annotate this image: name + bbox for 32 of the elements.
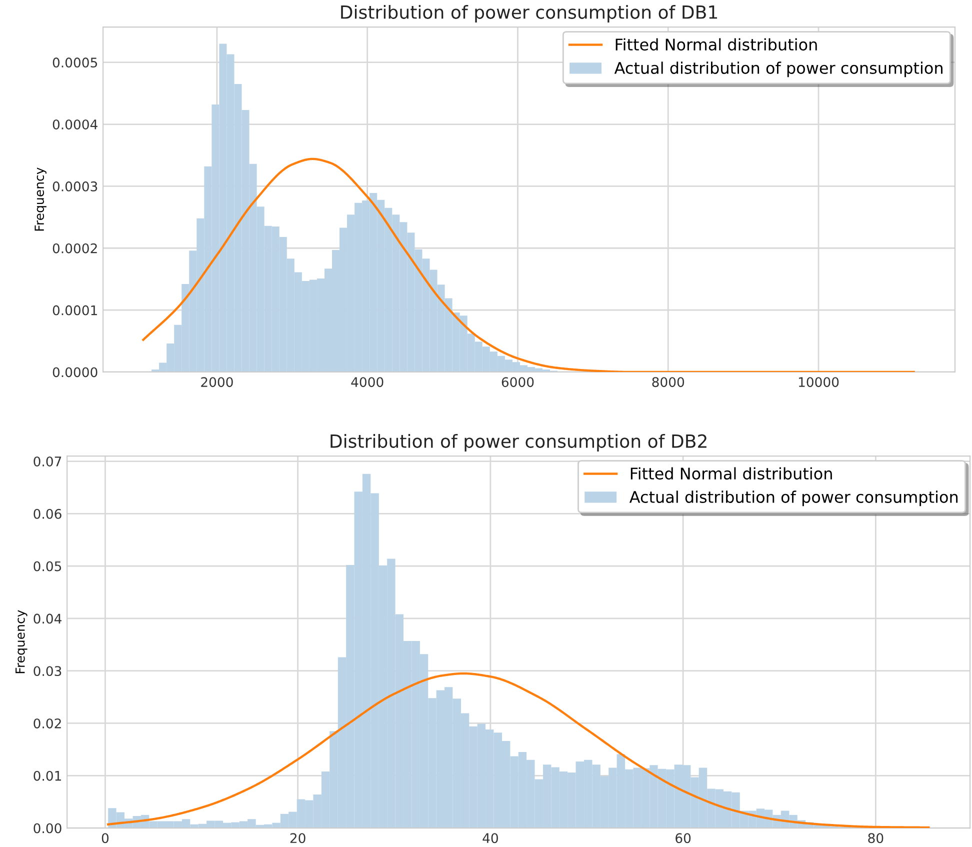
- y-tick-label: 0.00: [34, 823, 62, 834]
- y-tick-label: 0.05: [34, 561, 62, 572]
- y-tick-label: 0.04: [34, 614, 62, 624]
- y-axis-title: Frequency: [34, 168, 46, 231]
- y-tick-label: 0.0003: [52, 181, 98, 192]
- y-tick-label: 0.01: [34, 770, 61, 781]
- y-tick-label: 0.03: [34, 666, 62, 676]
- x-tick-label: 20: [290, 833, 306, 844]
- x-tick-label: 4000: [351, 377, 384, 388]
- x-tick-label: 0: [102, 833, 109, 844]
- y-tick-label: 0.07: [34, 456, 62, 466]
- x-tick-label: 60: [676, 833, 691, 844]
- chart-title: Distribution of power consumption of DB2: [330, 434, 706, 452]
- x-tick-label: 10000: [798, 377, 839, 388]
- x-tick-label: 80: [868, 833, 884, 844]
- legend-label: Actual distribution of power consumption: [614, 62, 942, 78]
- x-tick-label: 40: [482, 833, 498, 844]
- y-tick-label: 0.0000: [52, 367, 98, 378]
- y-tick-label: 0.02: [34, 718, 61, 728]
- y-tick-label: 0.0005: [52, 58, 98, 68]
- x-tick-label: 6000: [502, 377, 534, 388]
- legend-label: Fitted Normal distribution: [616, 38, 817, 51]
- x-tick-label: 2000: [201, 377, 233, 388]
- legend-label: Fitted Normal distribution: [630, 467, 832, 480]
- y-tick-label: 0.06: [34, 508, 62, 519]
- y-axis-title: Frequency: [16, 610, 28, 674]
- y-tick-label: 0.0002: [52, 243, 97, 254]
- legend-label: Actual distribution of power consumption: [629, 490, 958, 506]
- x-tick-label: 8000: [652, 377, 684, 388]
- chart-title: Distribution of power consumption of DB1: [341, 4, 718, 22]
- y-tick-label: 0.0001: [52, 305, 97, 316]
- y-tick-label: 0.0004: [52, 119, 98, 130]
